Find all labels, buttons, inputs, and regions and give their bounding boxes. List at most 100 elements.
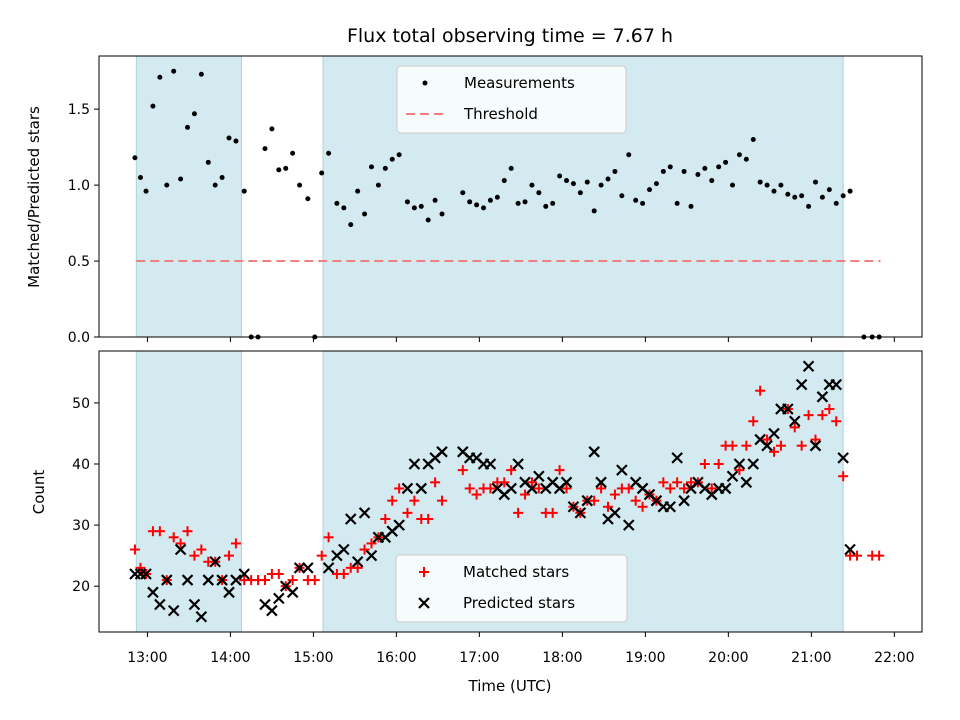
y-tick-label: 1.0 [68,178,90,194]
data-point [178,176,184,182]
data-point [411,205,417,211]
x-tick-label: 14:00 [210,650,250,666]
data-point [513,507,524,518]
data-point [223,586,235,599]
data-point [874,550,885,561]
data-point [359,544,370,555]
data-point [810,434,821,445]
data-point [695,171,701,177]
data-point [150,103,156,109]
data-point [653,181,659,187]
data-point [505,482,517,495]
data-point [322,562,335,574]
data-point [785,191,791,197]
x-axis-label: Time (UTC) [468,677,552,695]
data-point [603,501,614,512]
plot-frame [98,350,923,633]
data-point [143,188,149,194]
data-point [741,440,752,451]
data-point [467,199,473,205]
data-point [574,507,587,519]
data-point [688,203,694,209]
data-point [508,165,514,171]
data-point [338,568,349,579]
data-point [181,574,194,586]
data-point [554,465,565,476]
data-point [154,598,166,611]
data-point [309,575,320,586]
data-point [423,513,434,524]
data-point [799,193,805,199]
data-point [560,476,573,489]
x-tick-label: 15:00 [293,650,333,666]
data-point [764,182,770,188]
data-point [830,378,843,391]
data-point [396,152,402,158]
data-point [658,477,669,488]
data-point [129,544,140,555]
data-point [216,574,228,586]
data-point [387,495,398,506]
y-tick-label: 40 [72,457,90,473]
data-point [494,194,500,200]
data-point [577,190,583,196]
data-point [681,168,687,174]
data-point [302,562,314,574]
data-point [484,458,497,470]
data-point [716,164,722,170]
data-point [747,458,760,470]
data-point [723,159,729,165]
x-tick-label: 17:00 [459,650,499,666]
data-point [273,568,284,579]
data-point [501,178,507,184]
data-point [609,507,621,519]
data-point [283,165,289,171]
data-point [595,476,607,489]
data-point [851,550,862,561]
data-point [547,507,558,518]
data-point [182,526,193,537]
data-point [679,483,690,494]
data-point [338,543,350,556]
data-point [637,501,648,512]
data-point [389,156,395,162]
data-point [761,439,773,452]
ratio-panel: 0.0 0.5 1.0 1.5 Measurements Threshold [68,55,923,346]
data-point [672,477,683,488]
legend-box [396,65,627,134]
data-point [816,391,829,403]
x-tick-label: 22:00 [874,650,914,666]
data-point [351,555,364,568]
y-tick-label: 0.5 [68,254,90,270]
data-point [266,604,278,617]
observing-window-band [135,55,242,338]
data-point [175,538,186,549]
data-point [259,575,270,586]
y-tick-label: 0.0 [68,330,90,346]
data-point [174,543,187,556]
data-point [775,440,786,451]
data-point [778,182,784,188]
x-tick-label: 16:00 [376,650,416,666]
data-point [526,482,538,495]
legend-box [395,554,628,623]
data-point [596,483,607,494]
data-point [819,194,825,200]
data-point [533,483,544,494]
data-point [616,464,628,476]
data-point [432,197,438,203]
data-point [605,176,611,182]
data-point [840,193,846,199]
data-point [564,178,570,184]
data-point [802,360,815,373]
data-point [415,482,428,495]
data-point [430,477,441,488]
data-point [137,175,143,181]
data-point [664,500,677,513]
count-panel: 20 30 40 50 13:00 14:00 15:00 16:00 17:00 18:00 19… [72,350,923,666]
data-point [393,519,405,531]
data-point [837,452,849,464]
data-point [157,74,163,80]
data-point [847,188,853,194]
y-tick-label: 30 [72,518,90,534]
